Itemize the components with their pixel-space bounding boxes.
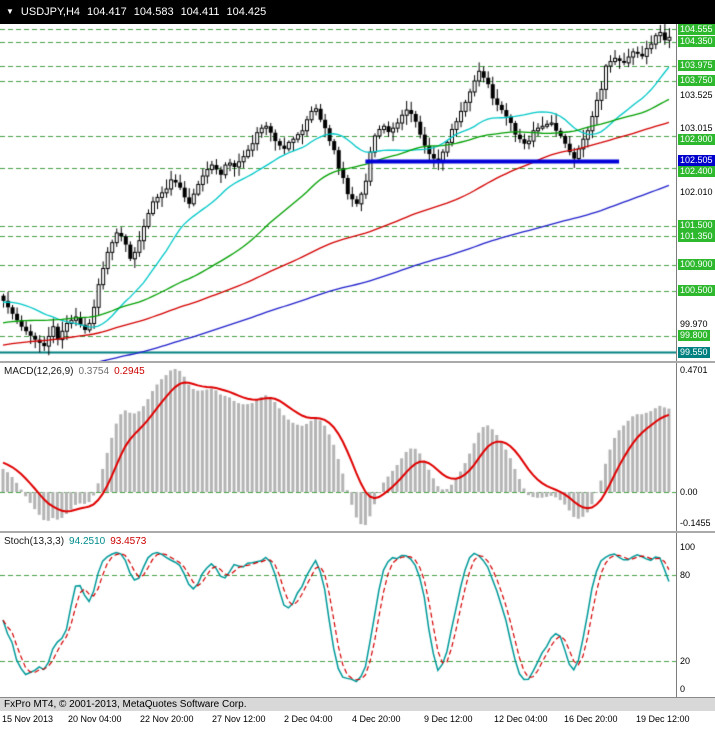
- time-axis-label: 22 Nov 20:00: [140, 714, 194, 724]
- stoch-value-k: 94.2510: [69, 536, 106, 547]
- price-axis-label: -0.1455: [680, 518, 711, 528]
- price-axis-label: 100: [680, 542, 696, 552]
- ohlc-low: 104.411: [180, 6, 220, 18]
- time-axis-label: 20 Nov 04:00: [68, 714, 122, 724]
- price-axis-label: 101.500: [678, 220, 715, 232]
- price-chart-canvas[interactable]: [0, 0, 676, 361]
- stoch-value-d: 93.4573: [110, 536, 147, 547]
- price-axis-label: 103.750: [678, 74, 715, 86]
- ohlc-open: 104.417: [87, 6, 127, 18]
- chart-dropdown-icon[interactable]: ▼: [6, 7, 14, 16]
- price-axis-label: 102.505: [678, 155, 715, 167]
- price-axis-label: 20: [680, 655, 691, 666]
- time-axis-label: 4 Dec 20:00: [352, 714, 401, 724]
- time-axis-label: 16 Dec 20:00: [564, 714, 618, 724]
- price-axis-label: 103.975: [678, 60, 715, 72]
- macd-value-signal: 0.2945: [114, 366, 145, 377]
- price-axis-label: 0.4701: [680, 365, 708, 375]
- time-axis-label: 19 Dec 12:00: [636, 714, 690, 724]
- macd-value-main: 0.3754: [78, 366, 110, 377]
- ohlc-high: 104.583: [133, 6, 174, 18]
- chart-titlebar: ▼ USDJPY,H4 104.417 104.583 104.411 104.…: [0, 0, 715, 24]
- price-axis-label: 104.350: [678, 36, 715, 48]
- price-axis-label: 99.800: [678, 330, 710, 342]
- panel-separator: [0, 531, 715, 533]
- price-axis-label: 103.015: [680, 122, 713, 133]
- panel-separator: [0, 361, 715, 363]
- time-axis-label: 27 Nov 12:00: [212, 714, 266, 724]
- macd-panel-canvas[interactable]: [0, 363, 676, 531]
- macd-name: MACD(12,26,9): [4, 366, 74, 377]
- price-axis-label: 100.500: [678, 285, 715, 297]
- price-axis-label: 80: [680, 570, 691, 581]
- price-axis-label: 100.900: [678, 259, 715, 271]
- copyright-text: FxPro MT4, © 2001-2013, MetaQuotes Softw…: [4, 699, 247, 710]
- price-axis-label: 103.525: [680, 89, 713, 100]
- time-axis-label: 15 Nov 2013: [2, 714, 54, 724]
- price-axis-label: 0: [680, 684, 686, 694]
- price-axis-label: 102.010: [680, 187, 713, 198]
- price-axis-label: 104.555: [678, 24, 715, 35]
- ohlc-close: 104.425: [226, 6, 267, 18]
- stoch-name: Stoch(13,3,3): [4, 536, 65, 547]
- macd-label: MACD(12,26,9) 0.3754 0.2945: [4, 366, 145, 377]
- time-axis[interactable]: 15 Nov 2013 20 Nov 04:00 22 Nov 20:00 27 No…: [0, 711, 715, 729]
- time-axis-label: 2 Dec 04:00: [284, 714, 333, 724]
- price-axis-label: 0.00: [680, 487, 698, 498]
- time-axis-label: 9 Dec 12:00: [424, 714, 473, 724]
- price-axis-label: 99.550: [678, 346, 710, 358]
- price-axis-label: 102.900: [678, 133, 715, 145]
- price-axis-label: 101.350: [678, 231, 715, 243]
- stoch-label: Stoch(13,3,3) 94.2510 93.4573: [4, 536, 146, 547]
- footer-bar: FxPro MT4, © 2001-2013, MetaQuotes Softw…: [0, 697, 715, 711]
- stoch-panel-canvas[interactable]: [0, 533, 676, 697]
- time-axis-label: 12 Dec 04:00: [494, 714, 548, 724]
- symbol-timeframe-label: USDJPY,H4: [20, 6, 81, 18]
- price-axis-label: 99.970: [680, 319, 708, 330]
- price-axis[interactable]: 104.555 104.350 103.975 103.750 103.525 103.0…: [676, 24, 715, 697]
- price-axis-label: 102.400: [678, 166, 715, 178]
